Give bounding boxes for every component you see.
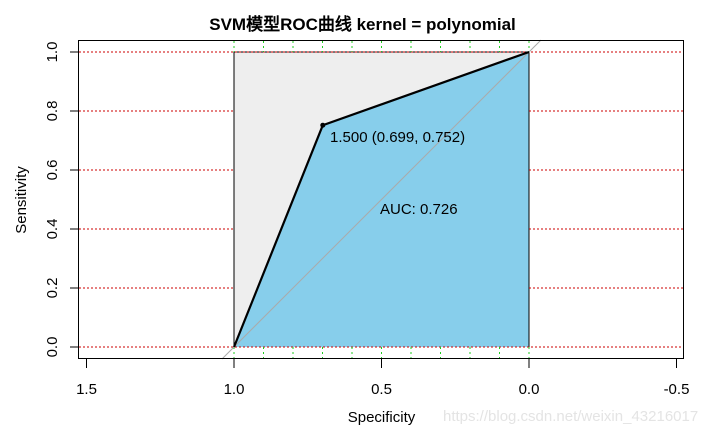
y-tick-label: 1.0 xyxy=(44,42,61,63)
x-tick-label: 1.5 xyxy=(76,381,97,398)
x-tick-label: 0.5 xyxy=(371,381,392,398)
vertical-grid xyxy=(233,41,530,358)
x-tick-label: -0.5 xyxy=(664,381,690,398)
y-tick-label: 0.8 xyxy=(44,101,61,122)
y-tick-label: 0.2 xyxy=(44,278,61,299)
chart-title: SVM模型ROC曲线 kernel = polynomial xyxy=(209,15,516,34)
x-axis-label: Specificity xyxy=(348,409,416,426)
x-tick-label: 0.0 xyxy=(519,381,540,398)
y-axis xyxy=(70,51,78,348)
x-axis xyxy=(86,359,677,368)
y-axis-label: Sensitivity xyxy=(13,166,30,234)
watermark: https://blog.csdn.net/weixin_43216017 xyxy=(443,408,699,425)
diagonal-reference xyxy=(221,39,542,360)
best-threshold-point xyxy=(320,122,326,128)
x-tick-label: 1.0 xyxy=(224,381,245,398)
y-tick-label: 0.0 xyxy=(44,337,61,358)
y-tick-label: 0.6 xyxy=(44,160,61,181)
y-tick-label: 0.4 xyxy=(44,219,61,240)
plot-frame xyxy=(78,40,684,359)
auc-label: AUC: 0.726 xyxy=(380,201,458,218)
threshold-label: 1.500 (0.699, 0.752) xyxy=(330,129,465,146)
